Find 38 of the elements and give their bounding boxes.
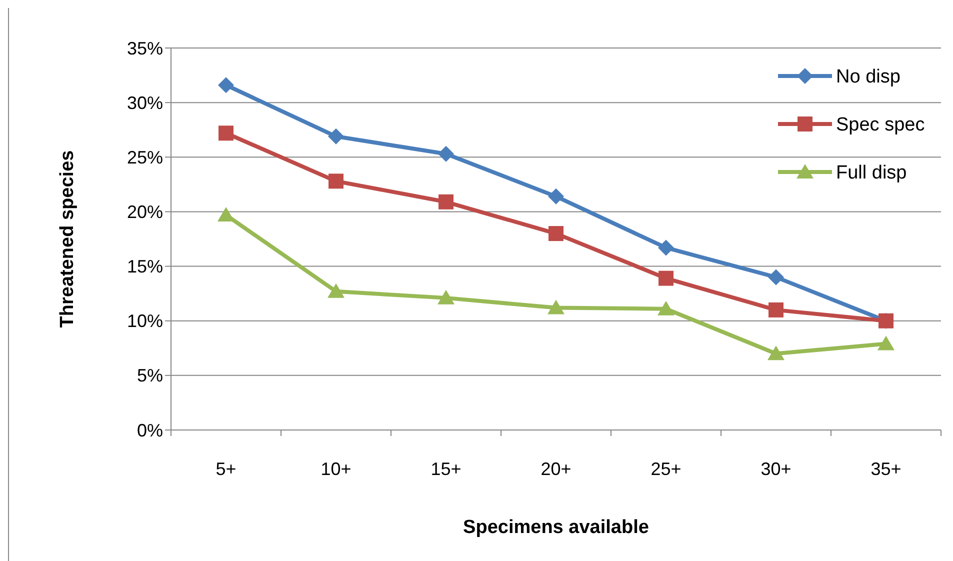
y-tick-label: 10%: [126, 311, 163, 332]
point: [548, 226, 564, 242]
y-axis-title: Threatened species: [57, 150, 78, 328]
point: [768, 302, 784, 318]
legend-label: No disp: [836, 66, 900, 88]
y-tick-label: 35%: [126, 38, 163, 58]
x-tick-label: 35+: [870, 459, 902, 479]
legend-label: Spec spec: [836, 114, 925, 136]
point: [878, 336, 894, 350]
point: [438, 146, 454, 162]
point: [768, 346, 784, 360]
y-tick-label: 15%: [126, 256, 163, 277]
x-tick-label: 5+: [216, 459, 236, 479]
point: [658, 240, 674, 256]
point: [218, 126, 234, 141]
y-tick-label: 5%: [136, 366, 163, 386]
point: [328, 128, 344, 144]
x-tick-label: 10+: [320, 459, 352, 479]
y-tick-label: 20%: [126, 202, 163, 222]
point: [218, 77, 234, 94]
y-tick-label: 25%: [126, 147, 163, 168]
point: [438, 194, 454, 210]
y-tick-label: 30%: [126, 92, 163, 113]
x-tick-label: 15+: [430, 459, 462, 479]
point: [328, 283, 344, 298]
point: [658, 300, 674, 316]
point: [548, 300, 564, 314]
x-axis-title: Specimens available: [463, 517, 649, 538]
legend-label: Full disp: [836, 162, 907, 184]
point: [658, 270, 674, 286]
point: [328, 174, 344, 189]
x-tick-label: 20+: [540, 459, 572, 479]
point: [548, 188, 564, 204]
x-tick-label: 30+: [760, 459, 792, 479]
point: [768, 269, 784, 286]
x-tick-label: 25+: [650, 459, 682, 479]
point: [438, 290, 454, 304]
y-tick-label: 0%: [136, 420, 163, 440]
